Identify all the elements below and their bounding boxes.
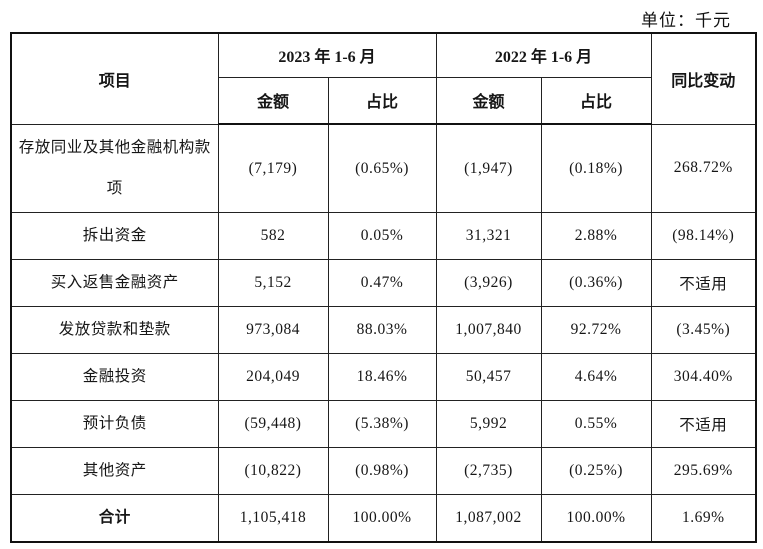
cell-yoy: 1.69% xyxy=(650,494,757,543)
cell-amount-2022: 50,457 xyxy=(435,353,542,402)
cell-ratio-2022: (0.25%) xyxy=(540,447,652,496)
col-header-ratio-2023: 占比 xyxy=(327,76,437,125)
cell-ratio-2022: 4.64% xyxy=(540,353,652,402)
cell-ratio-2023: 0.05% xyxy=(327,212,437,261)
table-row: 拆出资金 582 0.05% 31,321 2.88% (98.14%) xyxy=(10,212,757,261)
cell-yoy: (3.45%) xyxy=(650,306,757,355)
col-header-amount-2022: 金额 xyxy=(435,76,542,125)
cell-amount-2022: (1,947) xyxy=(435,123,542,214)
cell-yoy: 295.69% xyxy=(650,447,757,496)
cell-amount-2022: 1,007,840 xyxy=(435,306,542,355)
table-row: 预计负债 (59,448) (5.38%) 5,992 0.55% 不适用 xyxy=(10,400,757,449)
table-row: 其他资产 (10,822) (0.98%) (2,735) (0.25%) 29… xyxy=(10,447,757,496)
cell-amount-2023: (7,179) xyxy=(217,123,329,214)
cell-yoy: (98.14%) xyxy=(650,212,757,261)
cell-ratio-2022: (0.36%) xyxy=(540,259,652,308)
cell-amount-2023: 582 xyxy=(217,212,329,261)
cell-amount-2023: (10,822) xyxy=(217,447,329,496)
row-item-label: 合计 xyxy=(10,494,219,543)
cell-amount-2022: 5,992 xyxy=(435,400,542,449)
cell-amount-2023: 1,105,418 xyxy=(217,494,329,543)
cell-amount-2023: (59,448) xyxy=(217,400,329,449)
unit-label: 单位：千元 xyxy=(641,11,731,30)
row-item-label: 发放贷款和垫款 xyxy=(10,306,219,355)
col-header-yoy: 同比变动 xyxy=(650,32,757,125)
table-row-total: 合计 1,105,418 100.00% 1,087,002 100.00% 1… xyxy=(10,494,757,543)
cell-ratio-2022: 0.55% xyxy=(540,400,652,449)
row-item-label: 存放同业及其他金融机构款项 xyxy=(10,123,219,214)
row-item-label: 其他资产 xyxy=(10,447,219,496)
cell-amount-2023: 5,152 xyxy=(217,259,329,308)
col-header-item: 项目 xyxy=(10,32,219,125)
cell-yoy: 不适用 xyxy=(650,400,757,449)
table-row: 发放贷款和垫款 973,084 88.03% 1,007,840 92.72% … xyxy=(10,306,757,355)
col-header-period-2022: 2022 年 1-6 月 xyxy=(435,32,652,78)
table-row: 金融投资 204,049 18.46% 50,457 4.64% 304.40% xyxy=(10,353,757,402)
cell-ratio-2023: (0.98%) xyxy=(327,447,437,496)
cell-amount-2023: 973,084 xyxy=(217,306,329,355)
cell-amount-2022: (2,735) xyxy=(435,447,542,496)
cell-ratio-2022: 100.00% xyxy=(540,494,652,543)
cell-ratio-2022: (0.18%) xyxy=(540,123,652,214)
table-row: 存放同业及其他金融机构款项 (7,179) (0.65%) (1,947) (0… xyxy=(10,123,757,214)
cell-ratio-2023: 88.03% xyxy=(327,306,437,355)
row-item-label: 拆出资金 xyxy=(10,212,219,261)
cell-amount-2022: (3,926) xyxy=(435,259,542,308)
col-header-amount-2023: 金额 xyxy=(217,76,329,125)
row-item-label: 预计负债 xyxy=(10,400,219,449)
col-header-ratio-2022: 占比 xyxy=(540,76,652,125)
col-header-period-2023: 2023 年 1-6 月 xyxy=(217,32,437,78)
cell-amount-2023: 204,049 xyxy=(217,353,329,402)
cell-ratio-2023: 0.47% xyxy=(327,259,437,308)
cell-ratio-2023: 100.00% xyxy=(327,494,437,543)
cell-ratio-2023: 18.46% xyxy=(327,353,437,402)
row-item-label: 金融投资 xyxy=(10,353,219,402)
cell-yoy: 268.72% xyxy=(650,123,757,214)
cell-yoy: 304.40% xyxy=(650,353,757,402)
row-item-label: 买入返售金融资产 xyxy=(10,259,219,308)
cell-ratio-2023: (5.38%) xyxy=(327,400,437,449)
cell-amount-2022: 31,321 xyxy=(435,212,542,261)
table-row: 买入返售金融资产 5,152 0.47% (3,926) (0.36%) 不适用 xyxy=(10,259,757,308)
cell-ratio-2023: (0.65%) xyxy=(327,123,437,214)
cell-ratio-2022: 2.88% xyxy=(540,212,652,261)
cell-ratio-2022: 92.72% xyxy=(540,306,652,355)
cell-amount-2022: 1,087,002 xyxy=(435,494,542,543)
cell-yoy: 不适用 xyxy=(650,259,757,308)
financial-table: 项目 2023 年 1-6 月 2022 年 1-6 月 同比变动 金额 占比 … xyxy=(10,32,757,544)
